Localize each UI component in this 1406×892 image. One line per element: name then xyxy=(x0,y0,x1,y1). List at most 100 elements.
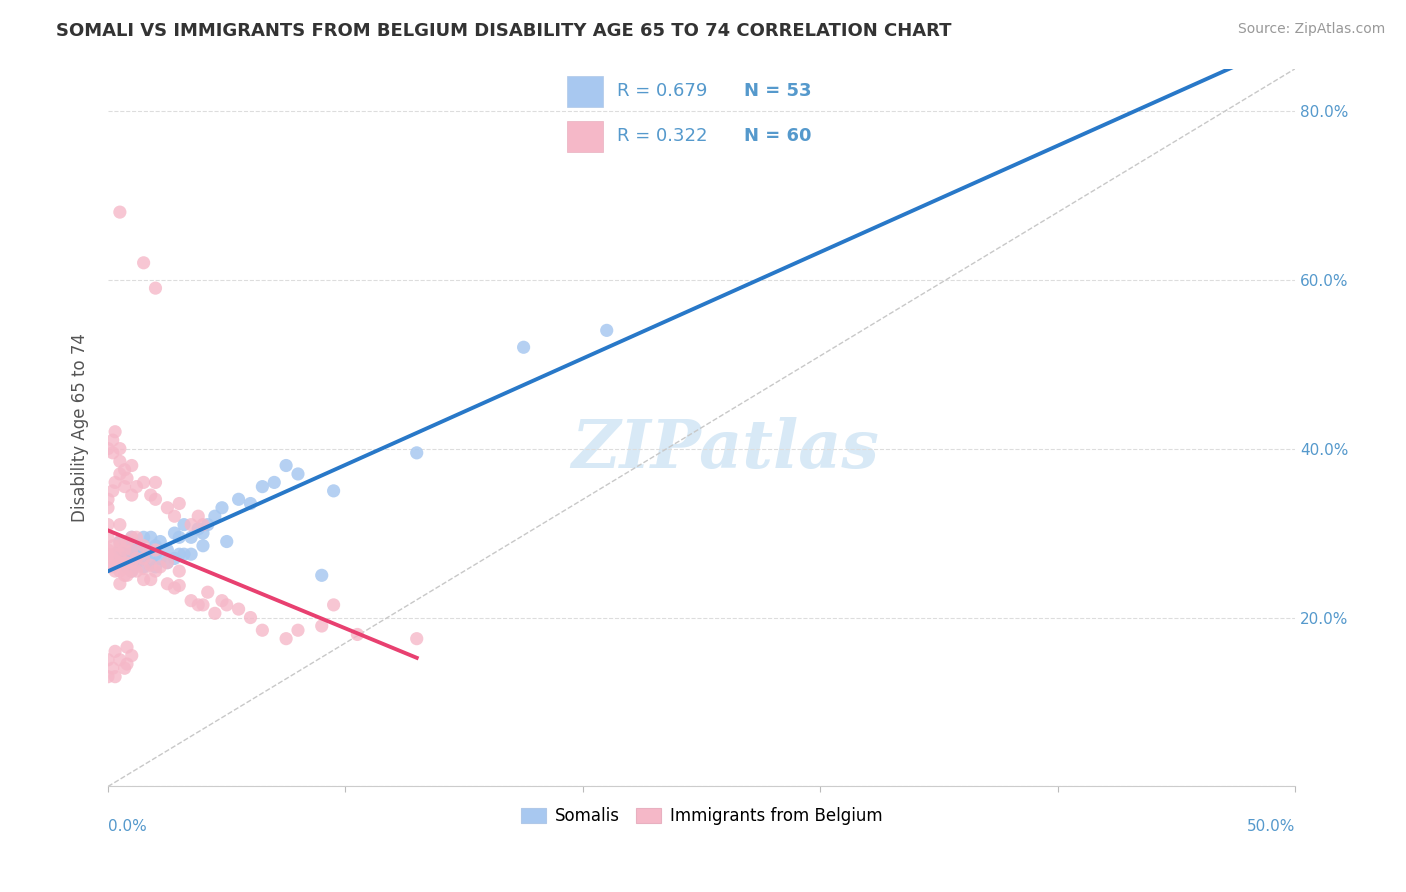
Point xyxy=(197,517,219,532)
Point xyxy=(108,534,131,549)
Point xyxy=(322,598,344,612)
Point xyxy=(139,488,162,502)
Text: 50.0%: 50.0% xyxy=(1247,819,1295,834)
Text: 0.0%: 0.0% xyxy=(108,819,146,834)
Point xyxy=(108,517,131,532)
Point xyxy=(211,593,233,607)
Point xyxy=(132,560,155,574)
Point xyxy=(173,547,195,561)
Point xyxy=(101,433,124,447)
Text: R = 0.679: R = 0.679 xyxy=(617,82,707,100)
Point xyxy=(108,534,131,549)
Text: N = 60: N = 60 xyxy=(744,128,811,145)
FancyBboxPatch shape xyxy=(567,121,603,152)
Point xyxy=(108,454,131,468)
Point xyxy=(121,564,143,578)
FancyBboxPatch shape xyxy=(567,76,603,106)
Point xyxy=(156,556,179,570)
Point xyxy=(115,534,138,549)
Point xyxy=(97,670,120,684)
Point xyxy=(125,480,148,494)
Point xyxy=(405,632,427,646)
Point xyxy=(97,543,120,558)
Point xyxy=(132,475,155,490)
Point xyxy=(121,488,143,502)
Point xyxy=(187,598,209,612)
Point xyxy=(149,551,172,566)
Point xyxy=(180,593,202,607)
Point xyxy=(121,547,143,561)
Point xyxy=(132,551,155,566)
Point xyxy=(287,467,309,481)
Point xyxy=(108,543,131,558)
Point xyxy=(512,340,534,354)
Point xyxy=(114,480,136,494)
Point xyxy=(156,576,179,591)
Point xyxy=(104,425,127,439)
Point xyxy=(104,670,127,684)
Point xyxy=(121,543,143,558)
Point xyxy=(239,610,262,624)
Point xyxy=(108,547,131,561)
Point xyxy=(115,471,138,485)
Point xyxy=(167,496,190,510)
Point xyxy=(97,517,120,532)
Point xyxy=(114,661,136,675)
Point xyxy=(187,509,209,524)
Point xyxy=(180,517,202,532)
Point xyxy=(156,543,179,558)
Point xyxy=(121,458,143,473)
Point xyxy=(101,560,124,574)
Point xyxy=(108,576,131,591)
Point xyxy=(132,539,155,553)
Point xyxy=(180,547,202,561)
Point xyxy=(263,475,285,490)
Point xyxy=(97,556,120,570)
Point xyxy=(114,463,136,477)
Point xyxy=(187,522,209,536)
Point xyxy=(108,539,131,553)
Point xyxy=(115,568,138,582)
Text: Source: ZipAtlas.com: Source: ZipAtlas.com xyxy=(1237,22,1385,37)
Point xyxy=(121,543,143,558)
Text: SOMALI VS IMMIGRANTS FROM BELGIUM DISABILITY AGE 65 TO 74 CORRELATION CHART: SOMALI VS IMMIGRANTS FROM BELGIUM DISABI… xyxy=(56,22,952,40)
Point xyxy=(108,467,131,481)
Point xyxy=(114,568,136,582)
Point xyxy=(167,578,190,592)
Point xyxy=(104,564,127,578)
Point xyxy=(215,534,238,549)
Point xyxy=(145,492,167,507)
Point xyxy=(125,551,148,566)
Legend: Somalis, Immigrants from Belgium: Somalis, Immigrants from Belgium xyxy=(515,801,889,832)
Point xyxy=(274,632,297,646)
Point xyxy=(115,657,138,671)
Point xyxy=(228,492,250,507)
Point xyxy=(121,530,143,544)
Point xyxy=(197,585,219,599)
Point xyxy=(346,627,368,641)
Point xyxy=(211,500,233,515)
Point xyxy=(215,598,238,612)
Point xyxy=(596,323,619,337)
Point xyxy=(311,619,333,633)
Point xyxy=(132,543,155,558)
Text: N = 53: N = 53 xyxy=(744,82,811,100)
Point xyxy=(191,598,214,612)
Point xyxy=(115,547,138,561)
Point xyxy=(145,564,167,578)
Point xyxy=(108,442,131,456)
Point xyxy=(139,530,162,544)
Point xyxy=(121,556,143,570)
Point xyxy=(145,543,167,558)
Point xyxy=(139,573,162,587)
Point xyxy=(108,653,131,667)
Point xyxy=(145,539,167,553)
Point xyxy=(104,644,127,658)
Text: R = 0.322: R = 0.322 xyxy=(617,128,707,145)
Point xyxy=(139,558,162,573)
Point xyxy=(125,543,148,558)
Y-axis label: Disability Age 65 to 74: Disability Age 65 to 74 xyxy=(72,333,89,522)
Point xyxy=(163,526,186,541)
Point xyxy=(115,556,138,570)
Point xyxy=(149,560,172,574)
